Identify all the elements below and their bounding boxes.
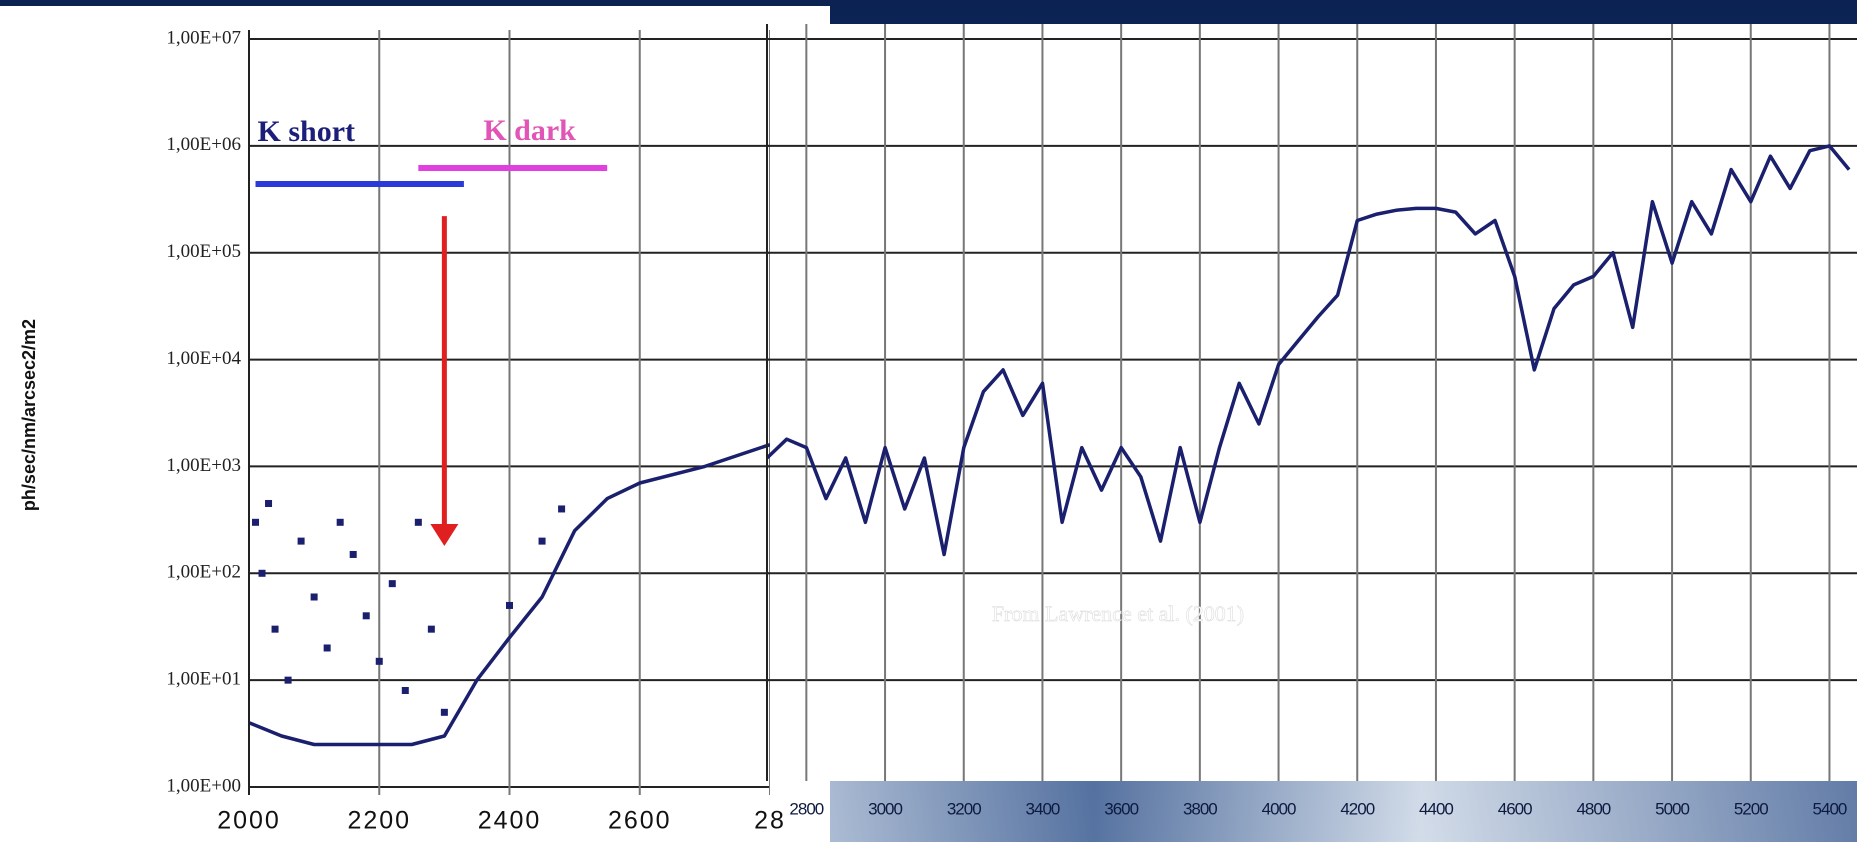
x-tick-label: 2000: [217, 807, 281, 835]
y-tick-label: 1,00E+00: [166, 775, 241, 796]
y-tick-label: 1,00E+02: [166, 562, 241, 583]
y-tick-label: 1,00E+03: [166, 455, 241, 476]
y-tick-label: 1,00E+01: [166, 669, 241, 690]
data-point: [538, 537, 546, 545]
data-point: [440, 708, 448, 716]
y-tick-label: 1,00E+07: [166, 27, 241, 48]
series-line: [767, 144, 1851, 557]
series-line: [249, 442, 770, 747]
x-tick-label: 2600: [608, 807, 672, 835]
x-tick-label: 2800: [789, 799, 823, 818]
y-tick-label: 1,00E+05: [166, 241, 241, 262]
data-point: [388, 580, 396, 588]
right-panel: 2800 3000 3200 3400 3600 3800 4000 4200 4400 4600…: [766, 24, 1857, 818]
x-tick-label: 28: [754, 807, 786, 835]
source-note: From Lawrence et al. (2001): [992, 601, 1244, 626]
data-point: [506, 601, 513, 609]
x-tick-label: 4800: [1576, 799, 1610, 818]
data-point: [427, 625, 435, 633]
left-panel: 1,00E+00 1,00E+01 1,00E+02 1,00E+03 1,00E+04…: [166, 27, 786, 835]
x-tick-label: 5000: [1655, 799, 1689, 818]
x-tick-label: 2200: [347, 807, 411, 835]
data-point: [258, 569, 266, 577]
x-tick-label: 3400: [1026, 799, 1060, 818]
data-point: [310, 593, 318, 601]
x-tick-label: 4000: [1262, 799, 1296, 818]
data-point: [349, 550, 357, 558]
x-tick-label: 3600: [1104, 799, 1138, 818]
data-point: [558, 505, 566, 513]
arrow-head: [430, 524, 459, 547]
data-point: [375, 657, 383, 665]
y-tick-label: 1,00E+04: [166, 348, 241, 369]
data-point: [297, 537, 305, 545]
data-point: [414, 518, 422, 526]
plot-area: [249, 30, 770, 795]
x-tick-label: 5200: [1734, 799, 1768, 818]
data-point: [271, 625, 279, 633]
x-tick-label: 2400: [478, 807, 542, 835]
data-point: [284, 676, 292, 684]
y-axis-label: ph/sec/nm/arcsec2/m2: [19, 319, 39, 511]
data-point: [323, 644, 331, 652]
data-point: [336, 518, 344, 526]
mountain-backdrop: [767, 781, 1857, 842]
data-point: [252, 518, 260, 526]
band-label: K short: [258, 115, 356, 148]
x-tick-label: 4600: [1498, 799, 1532, 818]
data-point: [401, 686, 409, 694]
band-label: K dark: [483, 114, 576, 147]
y-tick-label: 1,00E+06: [166, 134, 241, 155]
x-tick-label: 3000: [868, 799, 902, 818]
x-tick-label: 4200: [1340, 799, 1374, 818]
left-panel-background: [0, 6, 830, 842]
x-tick-label: 3800: [1183, 799, 1217, 818]
data-point: [265, 499, 273, 507]
x-tick-label: 4400: [1419, 799, 1453, 818]
x-tick-label: 5400: [1813, 799, 1847, 818]
x-tick-label: 3200: [947, 799, 981, 818]
right-panel-background: [767, 24, 1857, 781]
plot-area: [767, 24, 1857, 781]
data-point: [362, 612, 370, 620]
